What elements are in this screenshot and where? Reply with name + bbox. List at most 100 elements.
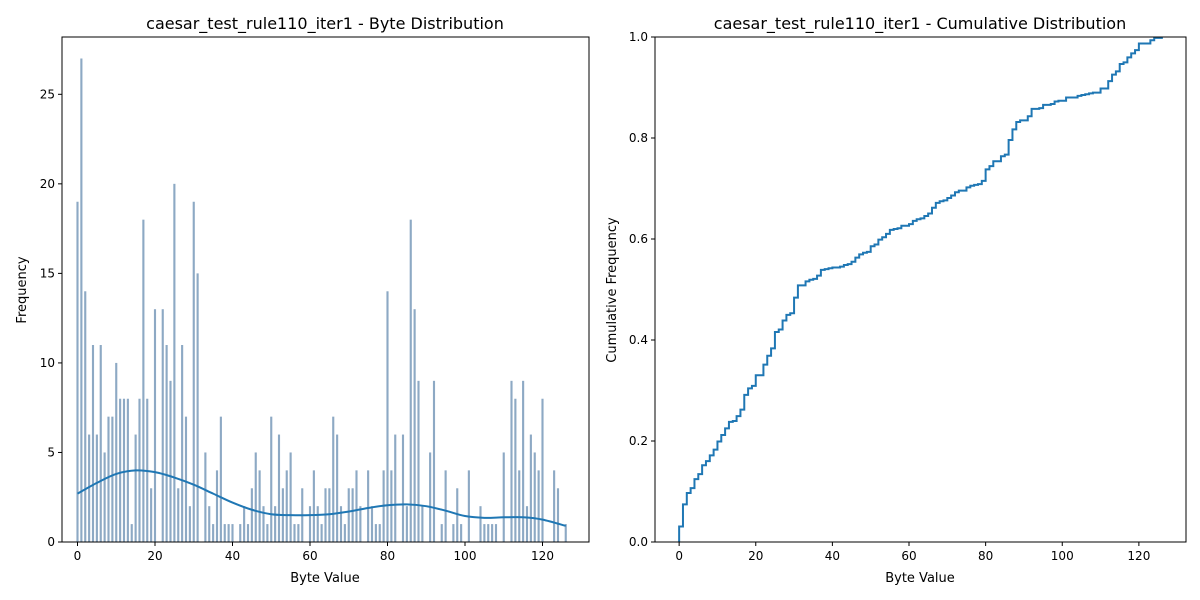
histogram-bar	[390, 470, 393, 542]
histogram-bars	[76, 58, 567, 543]
histogram-bar	[347, 488, 350, 542]
histogram-bar	[184, 416, 188, 542]
byte-distribution-title: caesar_test_rule110_iter1 - Byte Distrib…	[146, 14, 504, 34]
histogram-bar	[405, 506, 408, 542]
histogram-bar	[308, 506, 312, 542]
histogram-bar	[553, 470, 556, 542]
byte-distribution-x-label: Byte Value	[290, 571, 360, 586]
histogram-bar	[254, 452, 257, 542]
histogram-bar	[258, 470, 261, 542]
kde-curve	[77, 469, 567, 527]
histogram-bar	[150, 488, 153, 542]
histogram-bar	[266, 524, 269, 542]
histogram-bar	[270, 416, 273, 542]
histogram-bar	[231, 524, 234, 542]
histogram-bar	[262, 506, 265, 542]
histogram-bar	[429, 452, 432, 542]
histogram-bar	[440, 524, 443, 542]
histogram-bar	[142, 219, 145, 542]
histogram-bar	[502, 452, 505, 542]
histogram-bar	[181, 345, 184, 542]
histogram-bar	[161, 309, 164, 542]
cumulative-distribution-panel: caesar_test_rule110_iter1 - Cumulative D…	[605, 14, 1187, 586]
byte-distribution-plot-frame	[61, 36, 590, 543]
histogram-bar	[208, 506, 211, 542]
histogram-bar	[343, 524, 346, 542]
histogram-bar	[153, 309, 157, 542]
y-tick-label: 20	[40, 177, 55, 191]
y-tick-label: 0.8	[629, 131, 648, 145]
histogram-bar	[374, 524, 377, 542]
histogram-bar	[111, 416, 114, 542]
histogram-bar	[130, 524, 133, 542]
x-axis-ticks: 0 20 40 60 80 100 120	[74, 542, 554, 563]
histogram-bar	[95, 434, 98, 542]
histogram-bar	[491, 524, 494, 542]
histogram-bar	[243, 506, 246, 542]
histogram-bar	[494, 524, 498, 542]
x-axis-ticks: 0 20 40 60 80 100 120	[675, 542, 1150, 563]
histogram-bar	[277, 434, 281, 542]
x-tick-label: 20	[147, 549, 162, 563]
histogram-bar	[289, 452, 292, 542]
y-tick-label: 0.0	[629, 535, 648, 549]
histogram-bar	[88, 434, 91, 542]
histogram-bar	[173, 183, 176, 542]
x-tick-label: 20	[748, 549, 763, 563]
histogram-bar	[467, 470, 470, 542]
x-tick-label: 40	[225, 549, 240, 563]
y-axis-ticks: 0 5 10 15 20 25	[40, 87, 62, 549]
histogram-bar	[115, 362, 118, 542]
histogram-bar	[80, 58, 83, 543]
x-tick-label: 100	[454, 549, 477, 563]
y-tick-label: 25	[40, 87, 55, 101]
cumulative-distribution-plot-frame	[654, 36, 1187, 543]
histogram-bar	[122, 398, 126, 542]
histogram-bar	[401, 434, 405, 542]
histogram-bar	[378, 524, 381, 542]
histogram-bar	[227, 524, 230, 542]
histogram-bar	[355, 470, 358, 542]
cumulative-step-line	[678, 36, 1163, 542]
histogram-bar	[409, 219, 412, 542]
histogram-bar	[119, 398, 122, 542]
histogram-bar	[417, 380, 420, 542]
histogram-bar	[165, 345, 168, 542]
histogram-bar	[285, 470, 288, 542]
histogram-bar	[518, 470, 521, 542]
x-tick-label: 60	[901, 549, 916, 563]
x-tick-label: 80	[380, 549, 395, 563]
histogram-bar	[332, 416, 335, 542]
histogram-bar	[533, 452, 536, 542]
x-tick-label: 80	[978, 549, 993, 563]
cumulative-distribution-title: caesar_test_rule110_iter1 - Cumulative D…	[714, 14, 1126, 34]
histogram-bar	[250, 488, 253, 542]
x-tick-label: 40	[825, 549, 840, 563]
histogram-bar	[312, 470, 315, 542]
histogram-bar	[444, 470, 447, 542]
y-tick-label: 0.6	[629, 232, 648, 246]
y-tick-label: 0.2	[629, 434, 648, 448]
histogram-bar	[510, 380, 513, 542]
histogram-bar	[107, 416, 110, 542]
histogram-bar	[215, 470, 219, 542]
histogram-bar	[359, 506, 362, 542]
histogram-bar	[556, 488, 560, 542]
y-tick-label: 5	[47, 445, 55, 459]
histogram-bar	[339, 506, 343, 542]
histogram-bar	[297, 524, 300, 542]
histogram-bar	[525, 506, 529, 542]
histogram-bar	[320, 524, 323, 542]
histogram-bar	[386, 291, 389, 542]
histogram-bar	[239, 524, 242, 542]
histogram-bar	[99, 345, 102, 542]
histogram-bar	[192, 201, 195, 542]
histogram-bar	[367, 470, 370, 542]
histogram-bar	[487, 524, 490, 542]
histogram-bar	[246, 524, 250, 542]
histogram-bar	[413, 309, 416, 542]
x-tick-label: 60	[302, 549, 317, 563]
y-tick-label: 0.4	[629, 333, 648, 347]
x-tick-label: 120	[531, 549, 554, 563]
